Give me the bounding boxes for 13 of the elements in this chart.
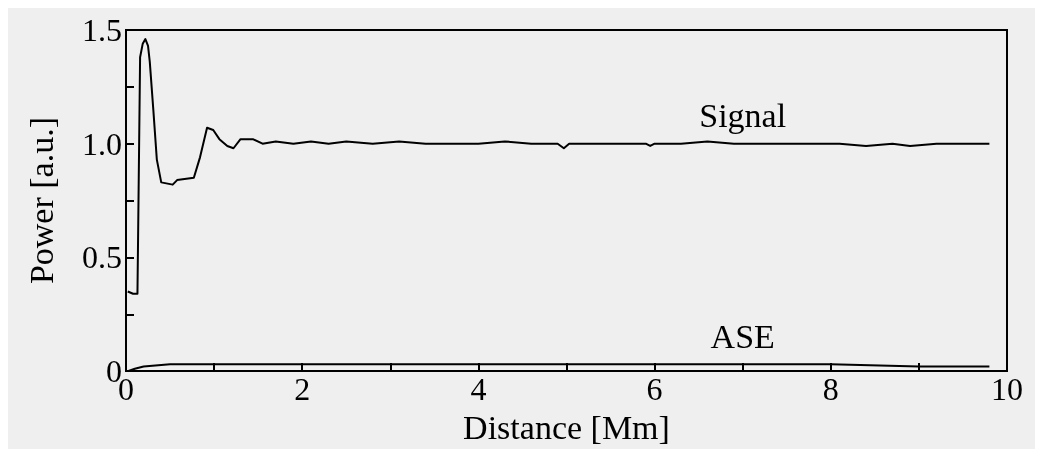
y-tick-label: 1.5 (82, 12, 122, 48)
x-tick-label: 6 (646, 371, 663, 408)
x-tick-label: 8 (822, 371, 839, 408)
x-tick-label: 10 (991, 371, 1023, 408)
y-tick-label: 0.5 (82, 239, 122, 276)
x-tick-label: 4 (470, 371, 487, 408)
line-series (126, 38, 991, 295)
x-axis-title: Distance [Mm] (463, 408, 670, 446)
series-label: Signal (699, 97, 787, 135)
x-tick-label: 2 (294, 371, 311, 408)
y-axis-title: Power [a.u.] (22, 116, 60, 285)
y-tick-label: 1.0 (82, 125, 122, 162)
series-label: ASE (710, 317, 775, 355)
